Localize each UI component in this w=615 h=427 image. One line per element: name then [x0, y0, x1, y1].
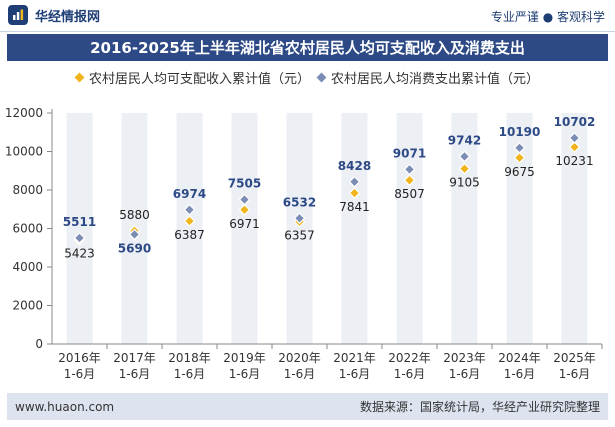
- legend-label-income: 农村居民人均可支配收入累计值（元）: [88, 71, 310, 87]
- income-data-label: 6357: [284, 229, 315, 243]
- income-data-label: 6387: [174, 228, 205, 242]
- top-bar: 华经情报网 专业严谨 ● 客观科学: [0, 0, 615, 32]
- income-marker: [238, 203, 251, 216]
- spend-data-label: 9071: [393, 146, 426, 160]
- spend-data-label: 7505: [228, 177, 261, 191]
- column-band: [231, 113, 258, 344]
- y-tick-label: 12000: [5, 106, 43, 120]
- income-marker: [183, 215, 196, 227]
- spend-marker: [348, 175, 361, 188]
- spend-marker: [183, 203, 196, 216]
- y-tick-label: 4000: [12, 260, 43, 274]
- income-marker: [568, 141, 581, 153]
- x-tick-label: 2022年 1-6月: [388, 351, 431, 381]
- x-tick-label: 2025年 1-6月: [553, 351, 596, 381]
- column-band: [341, 113, 368, 344]
- income-marker: [348, 187, 361, 199]
- brand-name: 华经情报网: [35, 9, 101, 25]
- spend-marker: [513, 141, 526, 154]
- x-tick-label: 2016年 1-6月: [58, 351, 101, 381]
- column-band: [451, 113, 478, 344]
- column-band: [176, 113, 203, 344]
- spend-data-label: 10190: [499, 125, 541, 139]
- spend-data-label: 6532: [283, 195, 316, 209]
- column-band: [66, 113, 93, 344]
- y-tick-label: 2000: [12, 299, 43, 313]
- legend-item-spend: 农村居民人均消费支出累计值（元）: [316, 68, 540, 87]
- x-tick-label: 2017年 1-6月: [113, 351, 156, 381]
- income-data-label: 9675: [504, 165, 535, 179]
- spend-marker: [238, 193, 251, 206]
- footer-bar: www.huaon.com 数据来源：国家统计局，华经产业研究院整理: [7, 393, 608, 420]
- chart-title: 2016-2025年上半年湖北省农村居民人均可支配收入及消费支出: [7, 34, 608, 61]
- column-band: [396, 113, 423, 344]
- y-tick-label: 6000: [12, 222, 43, 236]
- footer-website[interactable]: www.huaon.com: [15, 399, 115, 414]
- legend-label-spend: 农村居民人均消费支出累计值（元）: [331, 71, 540, 87]
- chart-legend: 农村居民人均可支配收入累计值（元） 农村居民人均消费支出累计值（元）: [0, 67, 615, 87]
- y-tick-label: 10000: [5, 145, 43, 159]
- legend-marker-income: [74, 72, 85, 82]
- income-data-label: 10231: [555, 154, 593, 168]
- income-marker: [458, 162, 471, 175]
- spend-data-label: 10702: [554, 115, 596, 129]
- income-marker: [403, 174, 416, 187]
- income-data-label: 7841: [339, 200, 370, 214]
- x-tick-label: 2021年 1-6月: [333, 351, 376, 381]
- spend-data-label: 8428: [338, 159, 371, 173]
- spend-marker: [73, 232, 86, 244]
- spend-data-label: 5690: [118, 241, 151, 255]
- income-data-label: 8507: [394, 187, 425, 201]
- x-tick-label: 2023年 1-6月: [443, 351, 486, 381]
- logo-icon: [8, 5, 28, 25]
- brand-tagline: 专业严谨 ● 客观科学: [490, 10, 605, 24]
- spend-marker: [403, 163, 416, 176]
- income-data-label: 5880: [119, 208, 150, 222]
- income-marker: [513, 151, 526, 164]
- legend-marker-spend: [316, 72, 327, 82]
- income-data-label: 5423: [64, 247, 95, 261]
- y-tick-label: 0: [35, 337, 43, 351]
- spend-marker: [128, 228, 141, 241]
- spend-marker: [458, 150, 471, 163]
- x-tick-label: 2024年 1-6月: [498, 351, 541, 381]
- legend-item-income: 农村居民人均可支配收入累计值（元）: [74, 68, 310, 87]
- x-tick-label: 2019年 1-6月: [223, 351, 266, 381]
- footer-source: 数据来源：国家统计局，华经产业研究院整理: [359, 400, 600, 414]
- spend-data-label: 5511: [63, 215, 96, 229]
- y-tick-label: 8000: [12, 183, 43, 197]
- column-band: [286, 113, 313, 344]
- spend-marker: [293, 212, 306, 225]
- income-data-label: 9105: [449, 176, 480, 190]
- spend-marker: [568, 132, 581, 144]
- income-data-label: 6971: [229, 217, 260, 231]
- spend-data-label: 9742: [448, 133, 481, 147]
- x-tick-label: 2018年 1-6月: [168, 351, 211, 381]
- chart-plot: 0 2000 4000 6000 8000 10000 12000 2016年 1-6月 2017…: [5, 106, 603, 381]
- spend-data-label: 6974: [173, 187, 206, 201]
- brand-logo[interactable]: 华经情报网: [8, 5, 100, 25]
- x-tick-label: 2020年 1-6月: [278, 351, 321, 381]
